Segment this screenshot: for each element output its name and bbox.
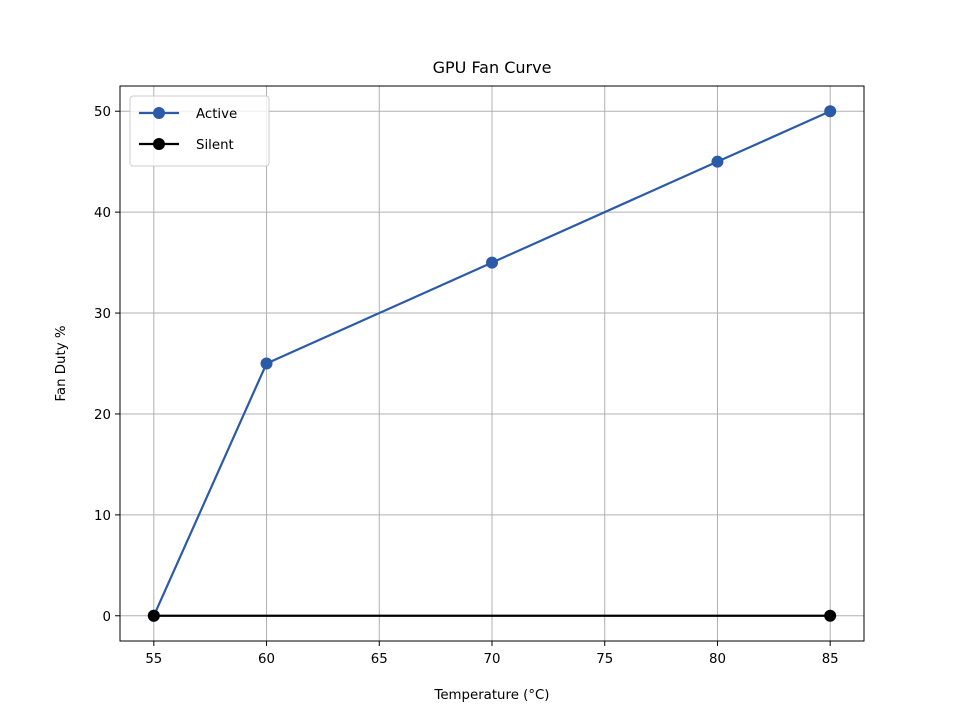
data-point [260,357,273,370]
x-tick-label: 65 [371,652,388,667]
y-tick-label: 30 [94,307,111,322]
y-tick-label: 50 [94,105,111,120]
legend-marker [153,138,165,150]
y-tick-label: 0 [103,610,111,625]
legend-item: Active [139,107,237,122]
data-point [824,609,837,622]
x-axis-ticks: 55 60 65 70 75 80 85 [145,641,839,667]
data-point [711,155,724,168]
x-tick-label: 75 [596,652,613,667]
data-point [824,105,837,118]
legend-marker [153,107,165,119]
x-axis-label: Temperature (°C) [433,688,549,703]
x-tick-label: 60 [258,652,275,667]
legend-label: Silent [196,138,234,153]
legend-item: Silent [139,138,234,153]
chart-title: GPU Fan Curve [433,58,552,77]
y-tick-label: 20 [94,408,111,423]
legend-label: Active [196,107,237,122]
x-tick-label: 85 [822,652,839,667]
x-tick-label: 55 [145,652,162,667]
legend: Active Silent [129,95,270,167]
data-point [147,609,160,622]
x-tick-label: 80 [709,652,726,667]
series-layer [147,105,837,622]
series-silent [147,609,837,622]
y-tick-label: 40 [94,206,111,221]
y-axis-label: Fan Duty % [54,325,69,401]
data-point [486,256,498,269]
y-axis-ticks: 0 10 20 30 40 50 [94,105,120,625]
y-tick-label: 10 [94,509,111,524]
x-tick-label: 70 [484,652,501,667]
